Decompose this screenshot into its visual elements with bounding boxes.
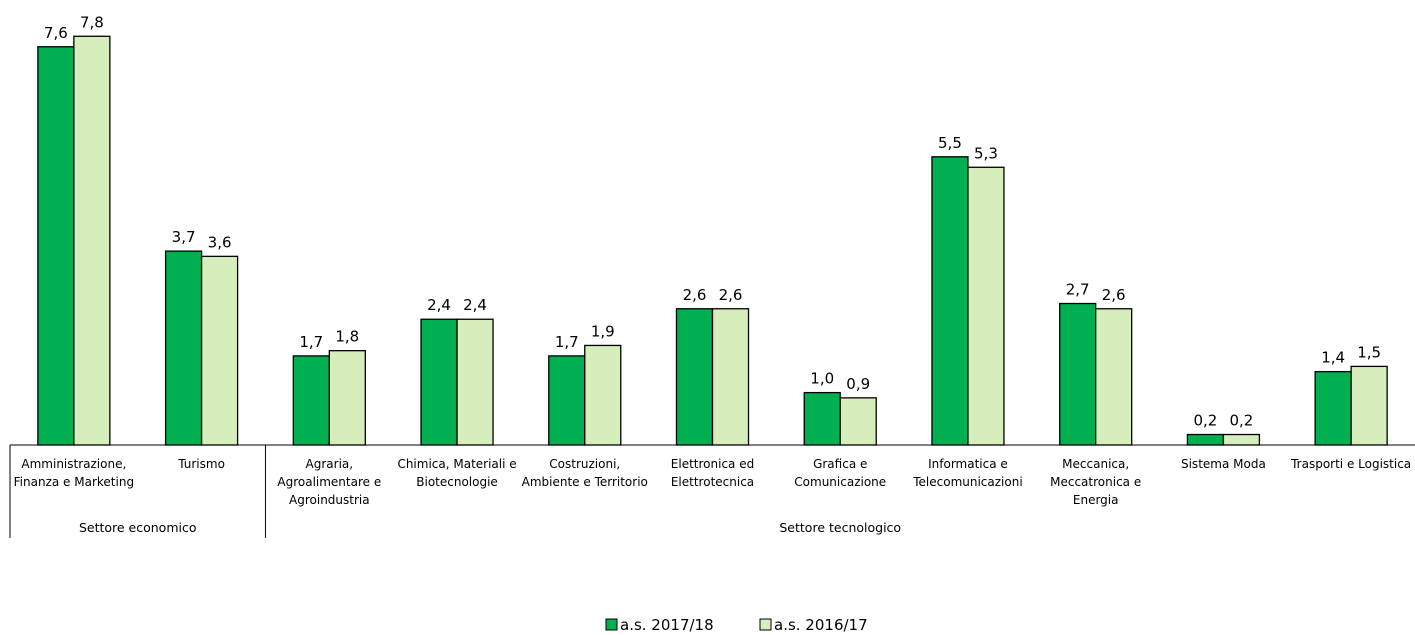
data-label: 2,4: [427, 296, 451, 314]
group-label: Settore tecnologico: [779, 520, 901, 535]
data-label: 0,2: [1229, 412, 1253, 430]
category-label: Grafica e Comunicazione: [794, 457, 886, 489]
bar-series-1: [1186, 433, 1225, 446]
data-label: 7,6: [44, 24, 68, 42]
bar-series-2: [456, 318, 494, 446]
bar-series-1: [420, 318, 458, 446]
data-label: 3,6: [208, 233, 232, 251]
category-label: Informatica e Telecomunicazioni: [912, 457, 1022, 489]
category-label: Trasporti e Logistica: [1290, 457, 1411, 471]
data-label: 0,2: [1193, 412, 1217, 430]
group-label: Settore economico: [79, 520, 197, 535]
category-label: Agraria, Agroalimentare e Agroindustria: [277, 457, 381, 507]
data-label: 1,0: [810, 370, 834, 388]
legend-label: a.s. 2016/17: [774, 616, 868, 634]
data-label: 1,7: [299, 333, 323, 351]
bar-series-1: [803, 391, 841, 446]
category-label: Elettronica ed Elettrotecnica: [671, 457, 754, 489]
data-label: 2,6: [683, 286, 707, 304]
category-label: Meccanica, Meccatronica e Energia: [1050, 457, 1141, 507]
data-label: 1,8: [335, 328, 359, 346]
legend-swatch: [759, 618, 772, 631]
data-label: 2,6: [1102, 286, 1126, 304]
bar-series-2: [1095, 308, 1133, 446]
bar-series-2: [1350, 365, 1388, 446]
bar-series-1: [37, 46, 75, 446]
data-label: 7,8: [80, 13, 104, 31]
category-label: Turismo: [177, 457, 225, 471]
bar-series-1: [292, 355, 330, 446]
x-axis: Amministrazione, Finanza e Marketing Turis…: [9, 444, 1415, 538]
category-label: Costruzioni, Ambiente e Territorio: [522, 457, 648, 489]
category-label: Chimica, Materiali e Biotecnologie: [397, 457, 516, 489]
bar-series-1: [548, 355, 586, 446]
data-label: 1,7: [555, 333, 579, 351]
bar-series-2: [200, 255, 239, 446]
bar-series-2: [839, 397, 877, 446]
bar-series-1: [675, 308, 714, 446]
category-label: Sistema Moda: [1181, 457, 1266, 471]
bar-series-1: [164, 250, 203, 446]
data-label: 5,5: [938, 134, 962, 152]
legend-label: a.s. 2017/18: [620, 616, 714, 634]
bar-series-2: [1222, 433, 1261, 446]
data-label: 2,4: [463, 296, 487, 314]
bar-series-2: [328, 350, 366, 446]
bar-series-1: [931, 156, 969, 446]
data-label: 2,7: [1066, 281, 1090, 299]
bar-series-2: [711, 308, 750, 446]
data-label: 2,6: [719, 286, 743, 304]
category-label: Amministrazione, Finanza e Marketing: [14, 457, 134, 489]
bar-series-1: [1059, 302, 1097, 446]
data-label: 1,4: [1321, 349, 1345, 367]
data-label: 1,5: [1357, 343, 1381, 361]
legend: a.s. 2017/18 a.s. 2016/17: [605, 616, 868, 634]
bar-series-2: [967, 166, 1005, 446]
bar-series-1: [1314, 370, 1352, 446]
value-labels-layer: 7,6 3,7 1,7 2,4 1,7 2,6 1,0 5,5 2,7 0,2 1,4 7,8 3,6 1…: [44, 13, 1381, 429]
bar-series-2: [584, 344, 622, 446]
data-label: 1,9: [591, 322, 615, 340]
data-label: 0,9: [846, 375, 870, 393]
data-label: 5,3: [974, 144, 998, 162]
bars-layer: [37, 35, 1388, 446]
legend-swatch: [605, 618, 618, 631]
data-label: 3,7: [172, 228, 196, 246]
bar-series-2: [73, 35, 111, 446]
